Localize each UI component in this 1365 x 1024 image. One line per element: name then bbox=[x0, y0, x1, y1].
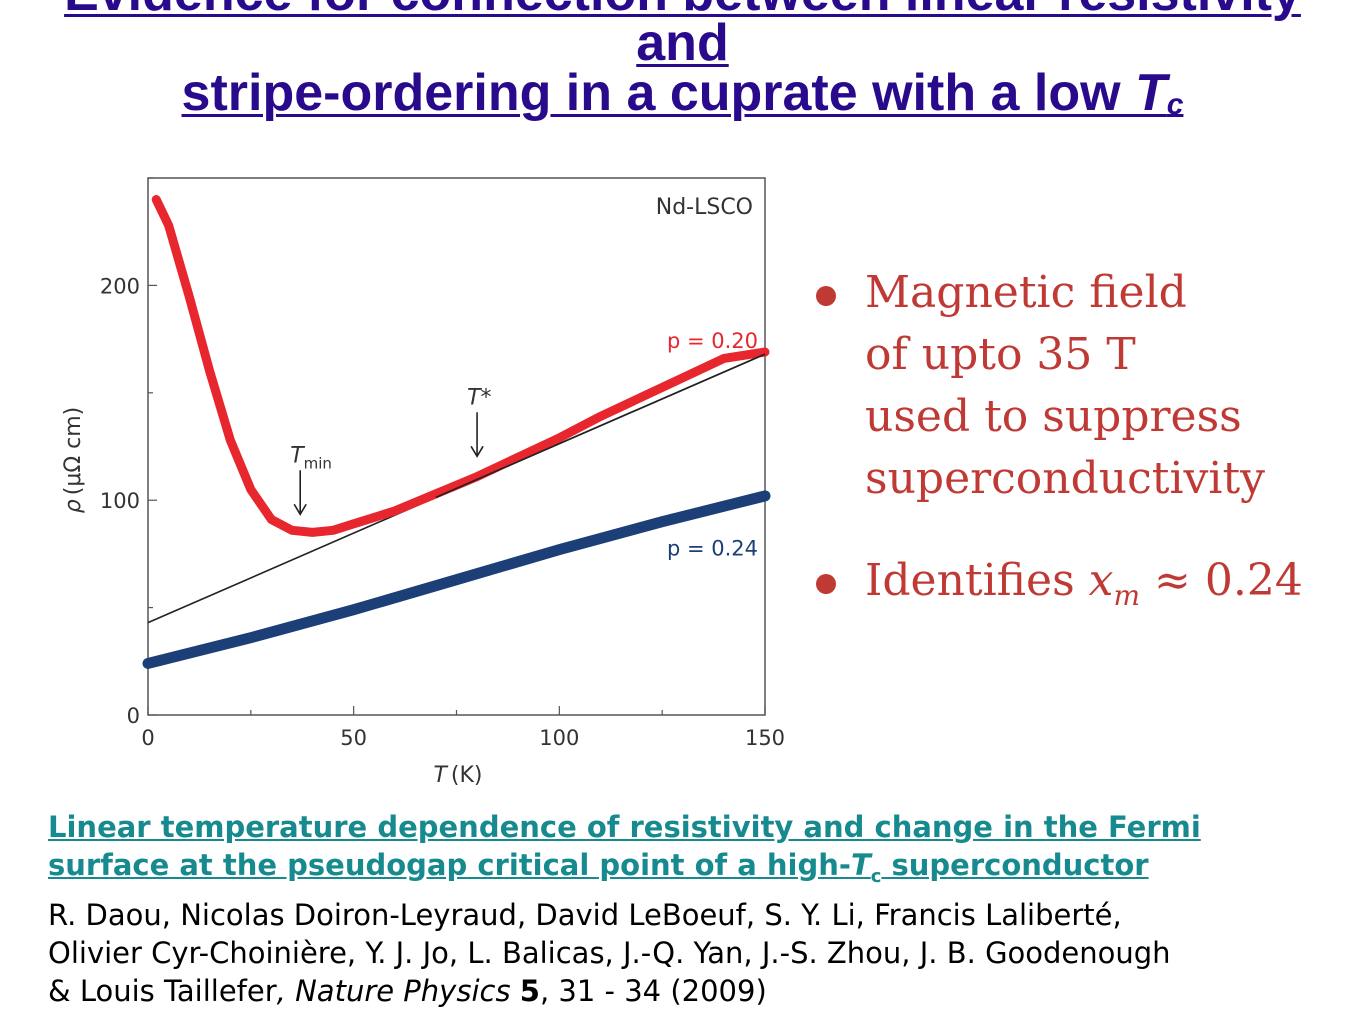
authors-line-3: & Louis Taillefer, Nature Physics 5, 31 … bbox=[48, 972, 1358, 1010]
axis-tick-labels: 0 50 100 150 0 100 200 bbox=[100, 274, 785, 750]
bullet-2-var: x bbox=[1088, 555, 1114, 606]
series-label-1: p = 0.20 bbox=[667, 329, 758, 353]
paper-link-line-1: Linear temperature dependence of resisti… bbox=[48, 810, 1201, 844]
authors-line-2: Olivier Cyr-Choinière, Y. J. Jo, L. Bali… bbox=[48, 935, 1171, 970]
x-axis-symbol: T bbox=[433, 763, 448, 788]
title-T-subscript: c bbox=[1166, 88, 1184, 121]
title-line-3-text: stripe-ordering in a cuprate with a low bbox=[181, 64, 1135, 122]
authors-line-1: R. Daou, Nicolas Doiron-Leyraud, David L… bbox=[48, 897, 1122, 932]
linear-fit-line-overlay bbox=[435, 353, 766, 499]
y-axis-symbol: ρ bbox=[61, 499, 86, 513]
pages-year: , 31 - 34 (2009) bbox=[539, 973, 767, 1008]
bullet-1-line-1: Magnetic field bbox=[865, 267, 1187, 318]
title-line-2: and bbox=[636, 14, 729, 72]
series-line-2 bbox=[142, 490, 771, 669]
paper-link[interactable]: Linear temperature dependence of resisti… bbox=[48, 808, 1358, 896]
journal-name: , Nature Physics bbox=[276, 973, 520, 1008]
bullet-1-line-2: of upto 35 T bbox=[865, 329, 1136, 380]
bullet-list: Magnetic field of upto 35 T used to supp… bbox=[810, 262, 1355, 627]
x-axis-label: T (K) bbox=[433, 763, 482, 788]
axis-ticks bbox=[147, 177, 766, 716]
annotation-label-2: T* bbox=[467, 385, 491, 410]
bullet-2-line: Identifies xm ≈ 0.24 bbox=[865, 550, 1355, 627]
bullet-1-line-3: used to suppress bbox=[865, 391, 1242, 442]
x-tick-label: 0 bbox=[141, 726, 154, 750]
y-tick-label: 100 bbox=[100, 489, 140, 513]
x-tick-label: 150 bbox=[745, 726, 785, 750]
paper-link-T-sub: c bbox=[870, 865, 882, 887]
y-tick-label: 200 bbox=[100, 274, 140, 298]
citation: Linear temperature dependence of resisti… bbox=[48, 808, 1358, 1010]
paper-link-line-2: surface at the pseudogap critical point … bbox=[48, 846, 1358, 896]
authors-line-3-prefix: & Louis Taillefer bbox=[48, 973, 277, 1008]
x-tick-label: 100 bbox=[539, 726, 579, 750]
bullet-2-var-sub: m bbox=[1113, 578, 1141, 612]
y-axis-unit: (μΩ cm) bbox=[61, 407, 86, 496]
bullet-dot-icon bbox=[816, 574, 836, 594]
title-line-3: stripe-ordering in a cuprate with a low … bbox=[0, 67, 1365, 130]
title-line-1: Evidence for connection between linear r… bbox=[0, 0, 1365, 19]
bullet-identifies: Identifies xm ≈ 0.24 bbox=[810, 550, 1355, 627]
bullet-2-prefix: Identifies bbox=[865, 555, 1089, 606]
journal-volume: 5 bbox=[519, 973, 540, 1008]
title-link[interactable]: Evidence for connection between linear r… bbox=[0, 0, 1365, 130]
series-label-2: p = 0.24 bbox=[667, 537, 758, 561]
bullet-dot-icon bbox=[816, 286, 836, 306]
title-T-symbol: T bbox=[1135, 64, 1167, 122]
series-layer: p = 0.20 p = 0.24 bbox=[142, 195, 771, 669]
bullet-2-suffix: ≈ 0.24 bbox=[1140, 555, 1303, 606]
bullet-magnetic-field: Magnetic field of upto 35 T used to supp… bbox=[810, 262, 1355, 510]
paper-link-line-2-prefix: surface at the pseudogap critical point … bbox=[48, 848, 851, 882]
resistivity-chart: 0 50 100 150 0 100 200 p = 0.20 p = 0.24 Tmin T*… bbox=[61, 177, 785, 788]
bullet-1-line-4: superconductivity bbox=[865, 453, 1265, 504]
y-axis-label: ρ (μΩ cm) bbox=[61, 407, 86, 513]
panel-label: Nd-LSCO bbox=[656, 195, 753, 220]
annotation-arrow-head bbox=[470, 445, 484, 458]
paper-link-line-2-suffix: superconductor bbox=[881, 848, 1149, 882]
x-tick-label: 50 bbox=[340, 726, 367, 750]
annotation-label-1: Tmin bbox=[290, 443, 332, 472]
slide-title: Evidence for connection between linear r… bbox=[0, 0, 1365, 130]
plot-frame bbox=[147, 177, 766, 716]
annotation-layer: Tmin T* bbox=[290, 385, 492, 516]
y-tick-label: 0 bbox=[127, 704, 140, 728]
series-line-1 bbox=[151, 195, 770, 537]
x-axis-unit: (K) bbox=[451, 763, 483, 788]
paper-link-T: T bbox=[850, 848, 871, 882]
annotation-arrow-head bbox=[293, 503, 307, 516]
